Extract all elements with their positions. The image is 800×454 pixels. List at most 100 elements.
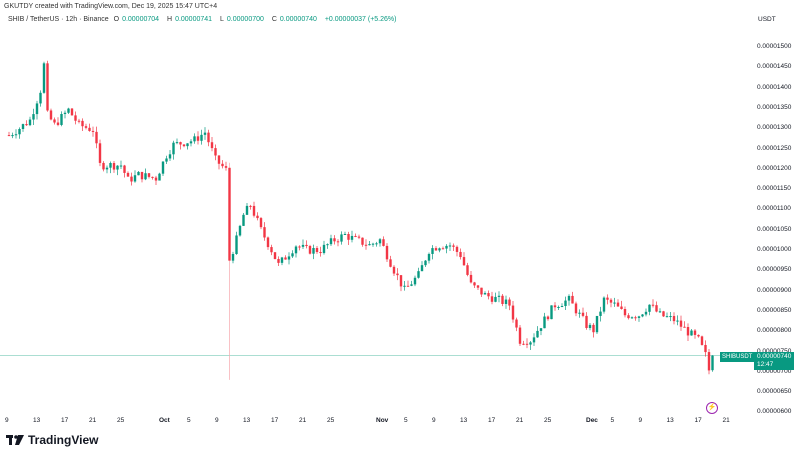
candle-body [95,131,98,144]
symbol-label[interactable]: SHIB / TetherUS · 12h · Binance [8,16,109,23]
candle-body [270,247,273,253]
candle-body [550,305,553,320]
time-tick-label: 9 [432,417,436,424]
price-tick-label: 0.00000700 [757,367,792,375]
candle-body [371,243,375,245]
candle-body [557,306,560,308]
candle-body [333,238,336,242]
candle-body [522,343,525,345]
time-tick-label: 25 [117,417,125,424]
candle-body [578,312,581,314]
candle-body [672,316,676,322]
candle-body [214,148,217,156]
candle-body [567,295,571,301]
low-label: L [220,16,224,23]
candle-body [294,246,298,254]
event-lightning-icon[interactable]: ⚡ [706,402,718,414]
candle-body [340,234,343,242]
candle-body [102,162,105,170]
currency-selector[interactable]: USDT [758,16,776,23]
candle-body [438,248,441,251]
candle-body [133,175,137,182]
candle-body [459,251,462,258]
time-tick-label: 21 [722,417,730,424]
candle-body [462,257,466,266]
candle-body [378,239,382,244]
candle-body [609,299,613,303]
candle-body [571,295,574,304]
candle-body [343,233,347,235]
last-price: 0.00000740 [757,353,792,360]
open-value: 0.00000704 [122,16,160,23]
candle-body [385,245,389,260]
candle-body [690,330,693,336]
candle-body [697,334,700,337]
change-value: +0.00000037 (+5.26%) [324,16,397,23]
candle-body [508,299,511,306]
price-tick-label: 0.00000850 [757,306,792,314]
candle-body [161,161,165,174]
candle-body [123,165,126,173]
high-label: H [167,16,173,23]
price-tick-label: 0.00001000 [757,246,792,253]
candle-body [683,326,686,328]
price-tick-label: 0.00000800 [757,327,792,335]
candle-body [74,115,77,121]
candle-body [564,300,567,307]
close-label: C [271,16,277,23]
candle-body [613,302,616,304]
time-tick-label: Dec [586,417,598,424]
candle-body [445,245,448,249]
time-tick-label: 5 [610,417,615,424]
time-tick-label: 13 [460,417,468,424]
candle-body [91,130,95,132]
candle-body [14,134,18,136]
candle-body [620,306,623,310]
candle-body [273,252,277,260]
candle-body [399,275,403,287]
candle-body [637,316,641,318]
candle-body [231,254,235,261]
symbol-price-tag: SHIBUSDT [720,352,755,362]
high-value: 0.00000741 [175,16,213,23]
candle-body [147,173,151,177]
candle-body [189,141,193,144]
candle-body [662,311,665,317]
candle-body [249,205,252,207]
candle-body [193,136,196,142]
time-tick-label: 21 [89,417,97,424]
candle-body [641,314,644,317]
time-tick-label: 5 [187,417,191,424]
candle-body [480,287,483,295]
candle-body [606,297,609,300]
candle-body [224,166,228,168]
candle-body [700,336,704,345]
candle-body [669,316,672,318]
candle-body [651,304,655,306]
candle-body [686,327,690,336]
price-tick-label: 0.00001100 [757,205,791,213]
time-tick-label: 13 [666,417,674,424]
candle-body [693,330,697,335]
candle-body [595,315,599,333]
candle-body [298,246,301,248]
price-tick-label: 0.00001400 [757,83,792,91]
time-tick-label: 9 [5,417,9,424]
candle-body [392,266,396,274]
price-tick-label: 0.00000650 [757,388,792,396]
tradingview-logo[interactable]: TradingView [6,433,98,447]
candle-body [410,284,413,286]
candle-body [539,328,543,331]
candle-body [707,352,711,371]
candle-body [515,319,518,328]
candle-body [21,124,25,129]
candle-body [77,120,81,122]
candle-body [525,343,529,345]
candle-body [431,248,434,254]
candle-body [448,245,452,247]
candle-body [266,237,270,248]
candle-body [284,257,287,260]
candle-body [105,167,109,170]
candle-body [18,128,21,135]
